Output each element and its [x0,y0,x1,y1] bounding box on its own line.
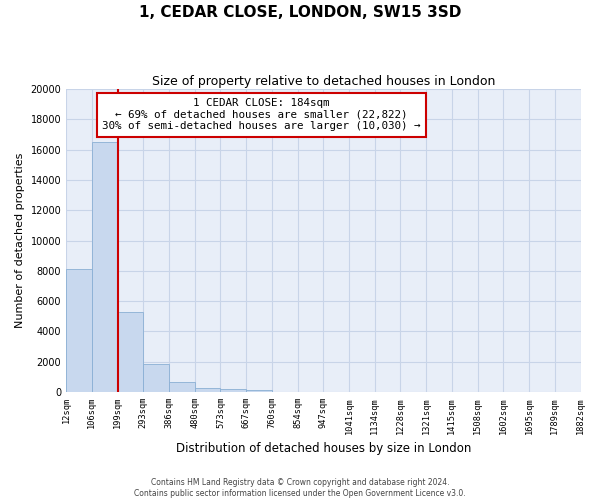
Bar [143,364,169,392]
Text: Contains HM Land Registry data © Crown copyright and database right 2024.
Contai: Contains HM Land Registry data © Crown c… [134,478,466,498]
Y-axis label: Number of detached properties: Number of detached properties [15,153,25,328]
Bar [66,270,92,392]
Text: 1, CEDAR CLOSE, LONDON, SW15 3SD: 1, CEDAR CLOSE, LONDON, SW15 3SD [139,5,461,20]
Bar [92,142,118,392]
Bar [169,382,195,392]
Bar [246,390,272,392]
Title: Size of property relative to detached houses in London: Size of property relative to detached ho… [152,75,495,88]
Bar [220,389,246,392]
Bar [118,312,143,392]
Text: 1 CEDAR CLOSE: 184sqm
← 69% of detached houses are smaller (22,822)
30% of semi-: 1 CEDAR CLOSE: 184sqm ← 69% of detached … [103,98,421,132]
X-axis label: Distribution of detached houses by size in London: Distribution of detached houses by size … [176,442,471,455]
Bar [195,388,220,392]
